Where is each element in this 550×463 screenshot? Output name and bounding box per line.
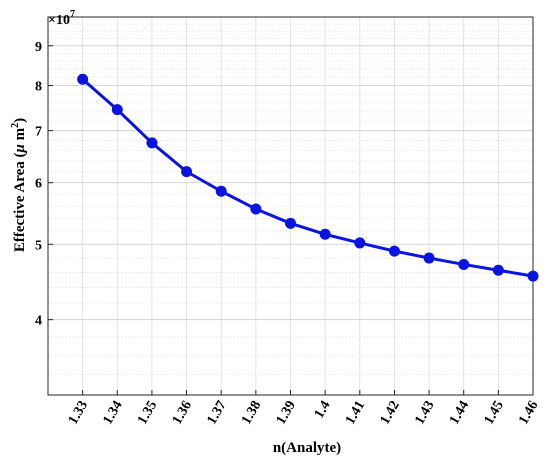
data-point [527, 270, 539, 282]
y-tick-label: 4 [35, 314, 42, 329]
data-point [250, 203, 262, 215]
grid [48, 16, 534, 396]
x-tick-label: 1.34 [101, 399, 126, 428]
data-point [111, 104, 123, 116]
y-tick-label: 7 [35, 125, 42, 140]
x-tick-label: 1.41 [343, 399, 368, 428]
data-point [423, 252, 435, 264]
data-point [458, 258, 470, 270]
x-tick-label: 1.38 [239, 399, 264, 428]
x-axis-label: n(Analyte) [273, 440, 341, 456]
x-tick-label: 1.45 [482, 399, 507, 428]
data-point [388, 245, 400, 257]
data-point [354, 237, 366, 249]
x-tick-label: 1.35 [135, 399, 160, 428]
x-tick-label: 1.37 [204, 399, 229, 428]
series [77, 73, 539, 282]
data-point [492, 264, 504, 276]
y-tick-label: 8 [35, 80, 42, 95]
data-point [215, 185, 227, 197]
y-tick-label: 9 [35, 40, 42, 55]
y-axis-exponent: ×107 [48, 9, 75, 28]
x-tick-label: 1.39 [274, 399, 299, 428]
x-tick-label: 1.44 [447, 399, 472, 428]
axis-ticks: 1.33 1.34 1.35 1.36 1.37 1.38 1.39 1.4 1.41 1.42 1… [35, 40, 541, 427]
data-point [285, 217, 296, 229]
series-line [81, 78, 534, 278]
data-point [181, 166, 193, 178]
data-point [146, 137, 158, 149]
x-tick-label: 1.46 [516, 399, 541, 428]
x-tick-label: 1.43 [412, 399, 437, 428]
data-point [319, 228, 331, 240]
y-tick-label: 5 [35, 238, 42, 253]
y-axis-label: Effective Area (μ m2) [10, 118, 28, 252]
x-tick-label: 1.36 [170, 399, 195, 428]
x-tick-label: 1.33 [66, 399, 91, 428]
data-point [77, 73, 89, 85]
x-tick-label: 1.4 [312, 399, 334, 422]
x-tick-label: 1.42 [378, 399, 403, 428]
y-tick-label: 6 [35, 177, 42, 192]
